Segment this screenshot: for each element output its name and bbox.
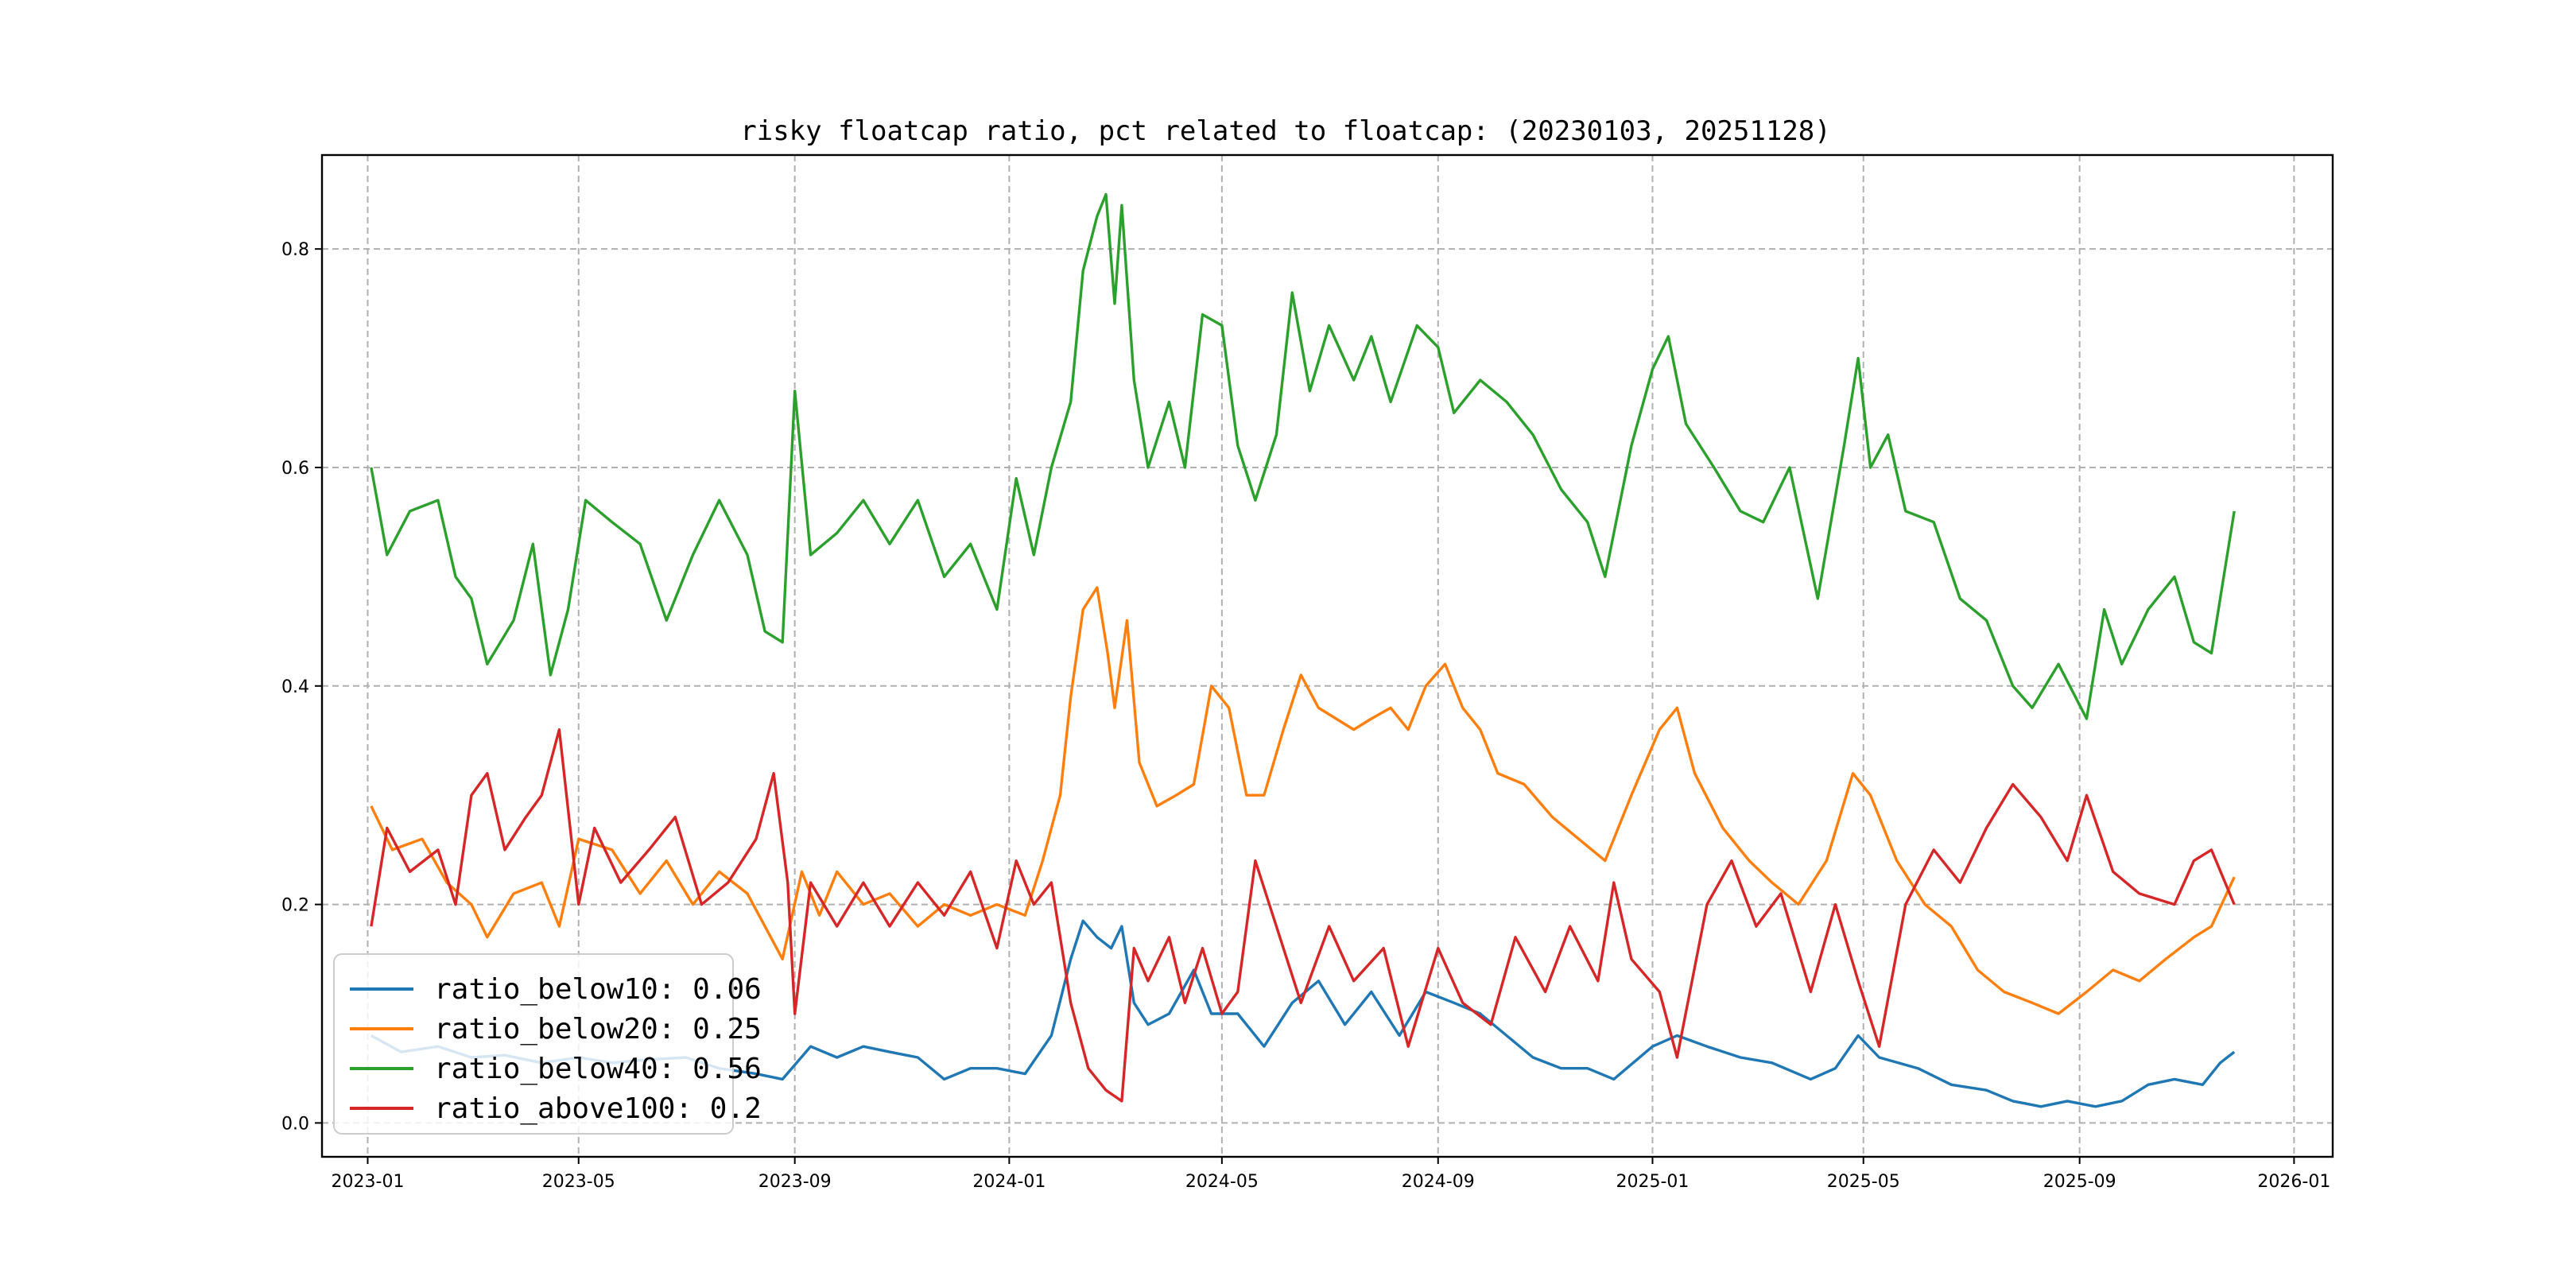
legend-label: ratio_above100: 0.2 xyxy=(434,1092,762,1125)
series-line-ratio-below40 xyxy=(370,192,2236,720)
y-tick-label: 0.4 xyxy=(281,677,309,697)
legend-label: ratio_below40: 0.56 xyxy=(434,1053,762,1085)
x-tick-label: 2024-01 xyxy=(972,1172,1046,1192)
series-line-ratio-above100 xyxy=(370,728,2236,1103)
gridlines xyxy=(322,155,2333,1157)
y-tick-label: 0.8 xyxy=(281,240,309,260)
y-tick-label: 0.2 xyxy=(281,896,309,916)
chart-title: risky floatcap ratio, pct related to flo… xyxy=(740,115,1830,147)
x-tick-label: 2023-01 xyxy=(332,1172,405,1192)
x-tick-label: 2025-05 xyxy=(1827,1172,1900,1192)
legend-label: ratio_below20: 0.25 xyxy=(434,1013,762,1046)
legend-label: ratio_below10: 0.06 xyxy=(434,973,762,1006)
x-tick-label: 2025-09 xyxy=(2043,1172,2116,1192)
x-tick-label: 2026-01 xyxy=(2257,1172,2330,1192)
x-tick-label: 2023-05 xyxy=(542,1172,615,1192)
y-tick-label: 0.0 xyxy=(281,1114,309,1134)
x-tick-label: 2025-01 xyxy=(1616,1172,1690,1192)
series-group xyxy=(370,192,2236,1108)
plot-frame xyxy=(320,153,2334,1158)
x-tick-label: 2024-05 xyxy=(1185,1172,1259,1192)
legend-box xyxy=(333,953,734,1135)
series-line-ratio-below10 xyxy=(370,919,2236,1108)
series-line-ratio-below20 xyxy=(370,586,2236,1015)
y-tick-label: 0.6 xyxy=(281,459,309,479)
x-tick-label: 2024-09 xyxy=(1402,1172,1475,1192)
axis-ticks: 2023-01 2023-05 2023-09 2024-01 2024-05 2024-… xyxy=(281,240,2330,1192)
legend: ratio_below10: 0.06 ratio_below20: 0.25 ra… xyxy=(333,953,762,1135)
x-tick-label: 2023-09 xyxy=(758,1172,832,1192)
